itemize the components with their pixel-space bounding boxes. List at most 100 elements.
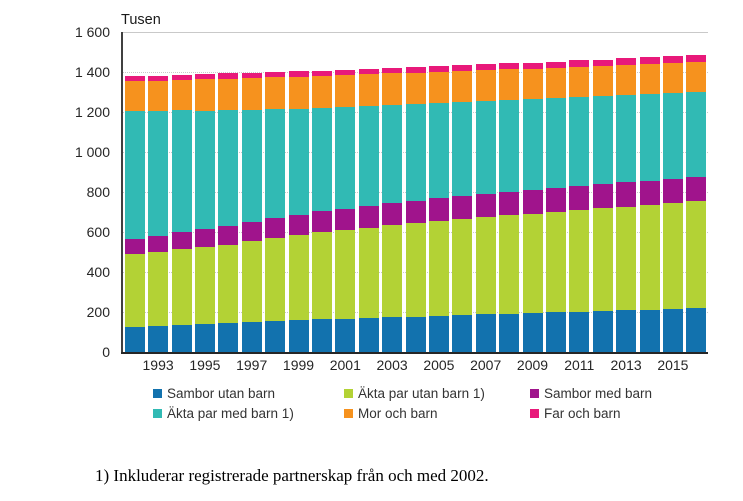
bar-segment bbox=[428, 315, 449, 352]
bar-2008 bbox=[499, 63, 520, 352]
x-tick-label: 2011 bbox=[564, 357, 595, 373]
bar-segment bbox=[124, 238, 145, 255]
bar-segment bbox=[452, 219, 473, 316]
bar-1998 bbox=[265, 71, 286, 352]
bar-segment bbox=[475, 217, 496, 315]
bar-1992 bbox=[124, 76, 145, 352]
y-tick-label: 1 200 bbox=[74, 104, 110, 120]
bar-segment bbox=[639, 63, 660, 94]
bar-segment bbox=[382, 317, 403, 352]
legend-item-äkta-par-med-barn-1-: Äkta par med barn 1) bbox=[153, 406, 344, 421]
bar-segment bbox=[405, 66, 426, 73]
bar-segment bbox=[335, 229, 356, 319]
legend-item-äkta-par-utan-barn-1-: Äkta par utan barn 1) bbox=[344, 386, 530, 401]
bar-segment bbox=[405, 200, 426, 223]
bar-2004 bbox=[405, 66, 426, 352]
chart-legend: Sambor utan barn Äkta par utan barn 1) Sam… bbox=[153, 383, 652, 423]
bar-segment bbox=[241, 72, 262, 78]
bar-segment bbox=[288, 71, 309, 77]
bar-segment bbox=[592, 311, 613, 352]
bar-2011 bbox=[569, 60, 590, 352]
bar-segment bbox=[569, 210, 590, 312]
bar-segment bbox=[662, 62, 683, 93]
bar-segment bbox=[428, 103, 449, 199]
x-tick-label: 2009 bbox=[516, 357, 549, 373]
bar-segment bbox=[452, 65, 473, 71]
bar-segment bbox=[405, 72, 426, 105]
bar-segment bbox=[475, 314, 496, 352]
bar-segment bbox=[265, 71, 286, 78]
bar-segment bbox=[335, 208, 356, 230]
bar-segment bbox=[241, 322, 262, 352]
bar-segment bbox=[428, 65, 449, 72]
bar-segment bbox=[452, 71, 473, 102]
bar-segment bbox=[522, 68, 543, 99]
y-tick-label: 1 000 bbox=[74, 144, 110, 160]
y-tick-label: 600 bbox=[86, 224, 110, 240]
bar-segment bbox=[592, 59, 613, 66]
bar-segment bbox=[662, 178, 683, 204]
bar-segment bbox=[335, 75, 356, 108]
bar-segment bbox=[288, 214, 309, 236]
bar-segment bbox=[288, 76, 309, 109]
bar-segment bbox=[288, 108, 309, 215]
bar-segment bbox=[171, 249, 192, 325]
y-axis-line bbox=[121, 32, 123, 353]
bar-segment bbox=[405, 223, 426, 317]
bar-2012 bbox=[592, 59, 613, 352]
bar-segment bbox=[382, 105, 403, 204]
bar-2002 bbox=[358, 68, 379, 352]
bar-segment bbox=[265, 321, 286, 352]
bar-segment bbox=[124, 76, 145, 82]
x-tick-label: 1999 bbox=[282, 357, 315, 373]
x-tick-label: 1997 bbox=[236, 357, 268, 373]
bar-segment bbox=[382, 67, 403, 74]
bar-segment bbox=[124, 110, 145, 239]
legend-item-sambor-med-barn: Sambor med barn bbox=[530, 386, 652, 401]
bar-segment bbox=[592, 95, 613, 185]
legend-label: Far och barn bbox=[544, 405, 621, 421]
bar-2014 bbox=[639, 57, 660, 352]
bar-segment bbox=[241, 78, 262, 110]
bar-segment bbox=[499, 191, 520, 216]
bar-2005 bbox=[428, 65, 449, 352]
bar-segment bbox=[335, 107, 356, 209]
bar-segment bbox=[522, 213, 543, 314]
y-tick-label: 800 bbox=[86, 184, 110, 200]
bar-segment bbox=[148, 235, 169, 252]
plot-area bbox=[123, 32, 708, 352]
bar-1993 bbox=[148, 75, 169, 352]
legend-item-mor-och-barn: Mor och barn bbox=[344, 406, 530, 421]
bar-2006 bbox=[452, 65, 473, 352]
bar-segment bbox=[265, 109, 286, 219]
x-tick-label: 2003 bbox=[376, 357, 408, 373]
bar-segment bbox=[194, 110, 215, 230]
bar-segment bbox=[358, 106, 379, 206]
bar-segment bbox=[569, 60, 590, 67]
bar-segment bbox=[382, 225, 403, 318]
bar-segment bbox=[405, 316, 426, 352]
bar-segment bbox=[358, 74, 379, 107]
bar-2000 bbox=[311, 70, 332, 352]
bar-segment bbox=[428, 71, 449, 103]
bar-segment bbox=[545, 188, 566, 212]
bar-segment bbox=[569, 96, 590, 187]
bar-segment bbox=[218, 78, 239, 111]
bar-segment bbox=[616, 182, 637, 207]
bar-segment bbox=[616, 206, 637, 311]
bar-segment bbox=[569, 66, 590, 97]
y-tick-label: 200 bbox=[86, 304, 110, 320]
bar-segment bbox=[616, 94, 637, 183]
bar-segment bbox=[545, 211, 566, 313]
bar-segment bbox=[592, 65, 613, 96]
legend-label: Äkta par utan barn 1) bbox=[358, 385, 485, 401]
bar-segment bbox=[194, 324, 215, 352]
bar-segment bbox=[686, 308, 707, 352]
bar-segment bbox=[194, 79, 215, 111]
bar-segment bbox=[218, 73, 239, 79]
legend-swatch bbox=[530, 408, 539, 418]
bar-segment bbox=[662, 56, 683, 63]
bar-segment bbox=[124, 81, 145, 111]
bar-segment bbox=[616, 310, 637, 352]
bar-segment bbox=[194, 247, 215, 324]
